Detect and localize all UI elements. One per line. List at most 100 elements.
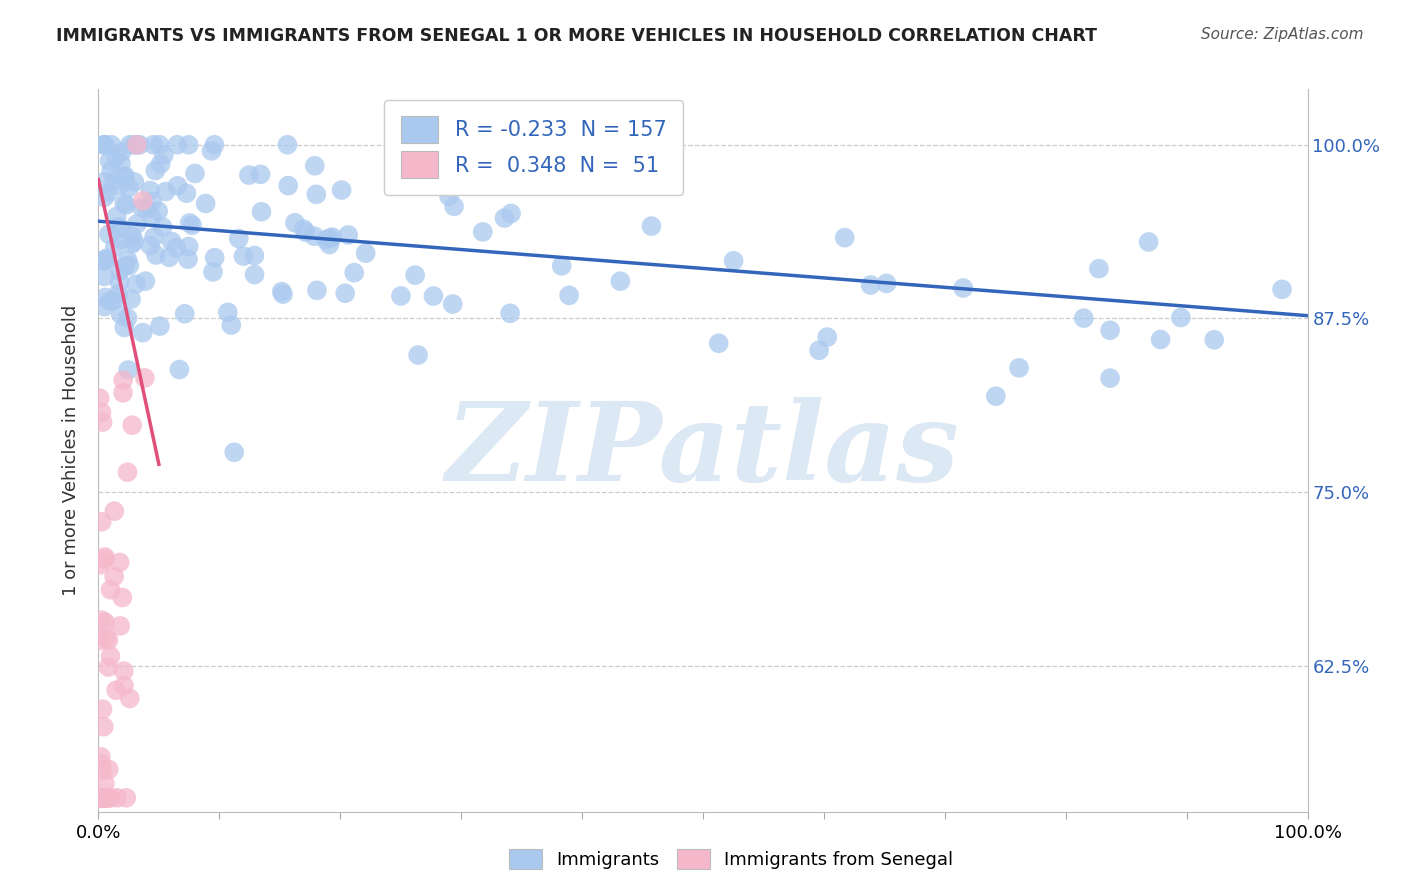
Point — [112, 320, 135, 334]
Point — [89, 391, 111, 405]
Point — [494, 211, 516, 225]
Point — [640, 219, 662, 233]
Point — [91, 702, 114, 716]
Point — [1008, 360, 1031, 375]
Point — [217, 305, 239, 319]
Point — [108, 219, 131, 234]
Point — [110, 221, 132, 235]
Point — [152, 219, 174, 234]
Point — [120, 292, 142, 306]
Point — [131, 201, 153, 215]
Point — [94, 549, 117, 564]
Point — [93, 252, 115, 267]
Point — [94, 790, 117, 805]
Point — [103, 293, 125, 308]
Point — [97, 186, 120, 200]
Point — [96, 631, 118, 645]
Point — [98, 294, 121, 309]
Point — [93, 300, 115, 314]
Point — [117, 253, 139, 268]
Point — [232, 249, 254, 263]
Point — [136, 202, 159, 216]
Point — [93, 190, 115, 204]
Point — [124, 175, 146, 189]
Point — [177, 252, 200, 267]
Point — [108, 178, 131, 193]
Point — [125, 137, 148, 152]
Point — [389, 289, 412, 303]
Point — [100, 164, 122, 178]
Point — [139, 238, 162, 252]
Point — [93, 720, 115, 734]
Point — [609, 274, 631, 288]
Point — [118, 691, 141, 706]
Point — [91, 790, 114, 805]
Point — [93, 790, 115, 805]
Point — [93, 254, 115, 268]
Point — [89, 790, 111, 805]
Point — [471, 225, 494, 239]
Y-axis label: 1 or more Vehicles in Household: 1 or more Vehicles in Household — [62, 305, 80, 596]
Point — [270, 285, 292, 299]
Point — [125, 137, 148, 152]
Point — [105, 150, 128, 164]
Point — [337, 227, 360, 242]
Point — [100, 648, 122, 663]
Point — [117, 363, 139, 377]
Point — [166, 178, 188, 193]
Point — [111, 385, 134, 400]
Point — [90, 515, 112, 529]
Point — [321, 230, 343, 244]
Point — [305, 284, 328, 298]
Point — [90, 757, 112, 772]
Point — [815, 330, 838, 344]
Point — [443, 137, 465, 152]
Point — [179, 216, 201, 230]
Point — [142, 137, 165, 152]
Point — [406, 348, 429, 362]
Point — [204, 251, 226, 265]
Point — [295, 225, 318, 239]
Point — [318, 237, 340, 252]
Point — [91, 790, 114, 805]
Point — [97, 660, 120, 674]
Point — [103, 569, 125, 583]
Point — [112, 196, 135, 211]
Point — [128, 137, 150, 152]
Point — [184, 166, 207, 180]
Point — [441, 297, 464, 311]
Point — [221, 318, 243, 332]
Point — [105, 210, 128, 224]
Point — [276, 137, 298, 152]
Point — [550, 259, 572, 273]
Point — [1271, 282, 1294, 296]
Point — [118, 137, 141, 152]
Point — [155, 185, 177, 199]
Point — [330, 183, 353, 197]
Point — [292, 222, 315, 236]
Point — [343, 266, 366, 280]
Point — [93, 137, 115, 152]
Point — [110, 233, 132, 247]
Point — [108, 264, 131, 278]
Point — [304, 229, 326, 244]
Point — [96, 790, 118, 805]
Point — [808, 343, 831, 358]
Point — [238, 168, 260, 182]
Point — [1137, 235, 1160, 249]
Point — [201, 265, 224, 279]
Point — [132, 194, 155, 208]
Point — [91, 415, 114, 429]
Point — [243, 268, 266, 282]
Point — [834, 230, 856, 244]
Point — [141, 194, 163, 209]
Point — [121, 418, 143, 433]
Point — [122, 235, 145, 249]
Point — [125, 217, 148, 231]
Point — [108, 275, 131, 289]
Point — [121, 237, 143, 252]
Point — [335, 286, 357, 301]
Point — [115, 198, 138, 212]
Point — [94, 615, 117, 630]
Legend: R = -0.233  N = 157, R =  0.348  N =  51: R = -0.233 N = 157, R = 0.348 N = 51 — [384, 100, 683, 194]
